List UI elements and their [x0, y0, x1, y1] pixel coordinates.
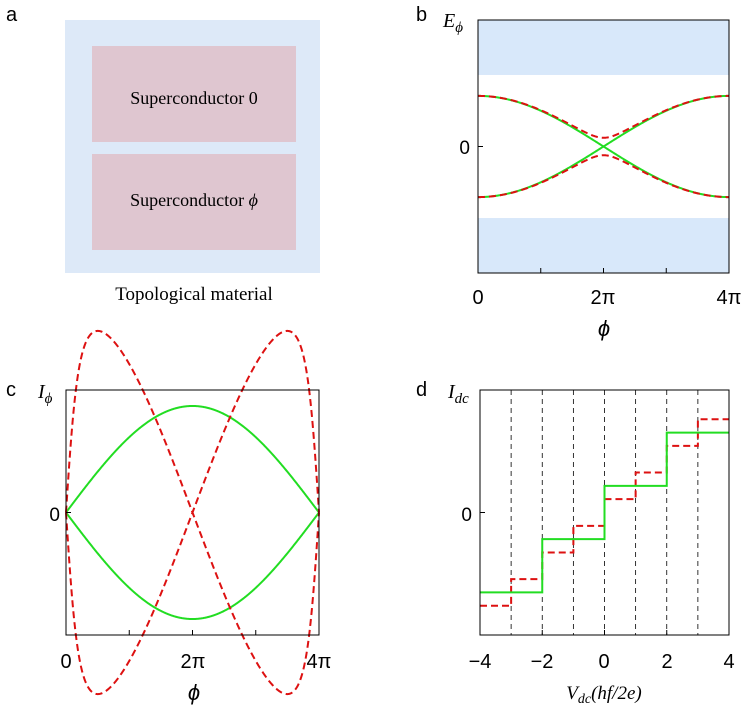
panel-d-frame [479, 389, 730, 636]
panel-d-x-tick-m2: −2 [531, 651, 554, 673]
lower-continuum-band [478, 218, 729, 273]
panel-b-y-tick-0: 0 [459, 138, 470, 159]
panel-d-y-axis-label: Idc [447, 381, 469, 407]
panel-c-x-tick-2pi: 2π [181, 651, 206, 673]
green-curve-1 [478, 145, 729, 199]
panel-d-plot-area [480, 390, 729, 635]
panel-c-y-axis-label: Iϕ [37, 381, 53, 407]
panel-d-x-tick-2: 2 [661, 651, 672, 673]
panel-b-x-tick-2pi: 2π [591, 287, 616, 309]
panel-a: a Superconductor 0 Superconductor ϕ Topo… [6, 4, 320, 305]
panel-c-x-tick-4pi: 4π [307, 651, 332, 673]
superconductor-0-block [92, 46, 296, 142]
superconductor-phi-block [92, 154, 296, 250]
panel-c-frame [65, 389, 320, 636]
red-dashed-curve-0 [478, 94, 729, 139]
green-curve-0 [478, 94, 729, 148]
panel-c-y-tick-0: 0 [49, 505, 60, 526]
superconductor-0-label: Superconductor 0 [130, 88, 257, 108]
panel-d-y-tick-0: 0 [461, 505, 472, 526]
panel-c-label: c [6, 379, 16, 401]
green-current-curve-0 [65, 404, 320, 514]
panel-d-label: d [416, 379, 427, 401]
panel-d-x-tick-0: 0 [598, 651, 609, 673]
panel-b-frame [477, 19, 730, 274]
panel-d-x-tick-4: 4 [723, 651, 734, 673]
superconductor-phi-label: Superconductor ϕ [130, 190, 258, 210]
panel-c: c Iϕ 0 0 2π 4π ϕ [6, 329, 332, 705]
panel-d: d Idc 0 −4 −2 0 2 4 Vdc(hf/2e) [416, 379, 735, 707]
panel-c-plot-area [65, 329, 320, 696]
panel-c-x-axis-label: ϕ [188, 680, 200, 705]
panel-b-label: b [416, 4, 427, 26]
panel-b-x-tick-0: 0 [472, 287, 483, 309]
red-dashed-current-curve-1 [65, 329, 320, 696]
panel-a-label: a [6, 4, 18, 26]
topological-material-caption: Topological material [115, 284, 272, 305]
panel-d-x-axis-label: Vdc(hf/2e) [566, 683, 641, 707]
green-current-curve-1 [65, 511, 320, 621]
red-dashed-curve-1 [478, 154, 729, 199]
panel-b: b Eϕ 0 0 2π 4π ϕ [416, 4, 741, 341]
panel-c-x-tick-0: 0 [60, 651, 71, 673]
upper-continuum-band [478, 20, 729, 75]
panel-b-plot-area [478, 20, 729, 273]
panel-b-x-axis-label: ϕ [598, 316, 610, 341]
panel-b-y-axis-label: Eϕ [442, 10, 463, 36]
panel-d-x-tick-m4: −4 [469, 651, 492, 673]
panel-b-x-tick-4pi: 4π [717, 287, 742, 309]
green-staircase [480, 431, 729, 594]
